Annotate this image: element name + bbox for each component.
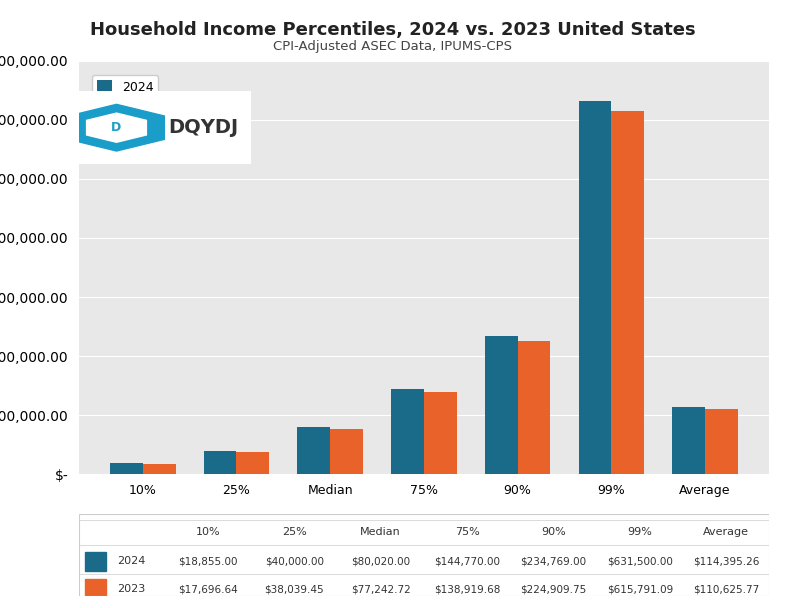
Text: $38,039.45: $38,039.45 <box>265 584 324 594</box>
Bar <box>298 427 330 474</box>
Text: $615,791.09: $615,791.09 <box>607 584 673 594</box>
Bar <box>86 551 106 572</box>
Text: $144,770.00: $144,770.00 <box>434 556 500 567</box>
Bar <box>203 451 236 474</box>
Bar <box>612 111 644 474</box>
Bar <box>143 464 176 474</box>
Text: $110,625.77: $110,625.77 <box>693 584 759 594</box>
Bar <box>110 463 143 474</box>
Text: $234,769.00: $234,769.00 <box>520 556 586 567</box>
Bar <box>517 342 550 474</box>
Bar <box>330 429 363 474</box>
Text: Average: Average <box>703 527 749 537</box>
Bar <box>391 389 424 474</box>
Text: DQYDJ: DQYDJ <box>168 118 239 137</box>
Text: $18,855.00: $18,855.00 <box>178 556 238 567</box>
Text: $224,909.75: $224,909.75 <box>520 584 586 594</box>
Text: D: D <box>111 121 122 134</box>
Text: CPI-Adjusted ASEC Data, IPUMS-CPS: CPI-Adjusted ASEC Data, IPUMS-CPS <box>273 40 512 52</box>
Text: $40,000.00: $40,000.00 <box>265 556 324 567</box>
Text: Median: Median <box>360 527 401 537</box>
Text: $631,500.00: $631,500.00 <box>607 556 673 567</box>
Text: $77,242.72: $77,242.72 <box>351 584 411 594</box>
Bar <box>579 102 612 474</box>
Text: Household Income Percentiles, 2024 vs. 2023 United States: Household Income Percentiles, 2024 vs. 2… <box>89 21 696 40</box>
Text: 2023: 2023 <box>118 584 145 594</box>
Bar <box>424 392 457 474</box>
Bar <box>485 336 517 474</box>
Text: 2024: 2024 <box>118 556 146 567</box>
Text: 90%: 90% <box>541 527 566 537</box>
Text: 25%: 25% <box>282 527 307 537</box>
Text: 10%: 10% <box>195 527 221 537</box>
Text: 75%: 75% <box>455 527 480 537</box>
Bar <box>236 452 269 474</box>
Text: $80,020.00: $80,020.00 <box>351 556 411 567</box>
Text: $138,919.68: $138,919.68 <box>434 584 500 594</box>
Legend: 2024, 2023: 2024, 2023 <box>92 75 159 119</box>
Text: $17,696.64: $17,696.64 <box>178 584 238 594</box>
Bar <box>86 579 106 599</box>
Text: $114,395.26: $114,395.26 <box>693 556 759 567</box>
Bar <box>705 409 738 474</box>
Text: 99%: 99% <box>627 527 652 537</box>
Bar <box>672 407 705 474</box>
